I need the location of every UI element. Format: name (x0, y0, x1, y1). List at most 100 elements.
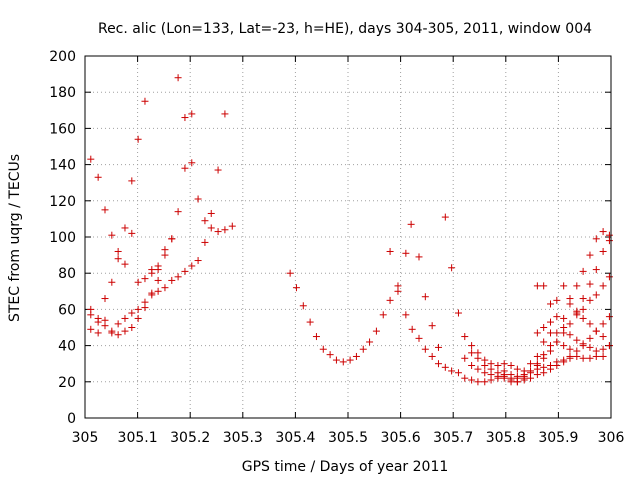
data-point (547, 318, 555, 326)
data-point (134, 135, 142, 143)
data-point (168, 235, 176, 243)
data-point (214, 228, 222, 236)
data-point (573, 282, 581, 290)
data-point (579, 354, 587, 362)
data-point (579, 267, 587, 275)
data-point (599, 247, 607, 255)
data-point (586, 320, 594, 328)
data-point (566, 345, 574, 353)
x-tick-label: 305.5 (328, 430, 368, 446)
data-point (599, 333, 607, 341)
data-point (553, 362, 561, 370)
chart-title: Rec. alic (Lon=133, Lat=-23, h=HE), days… (98, 21, 592, 37)
grid-layer (85, 56, 611, 418)
data-point (586, 343, 594, 351)
data-point (592, 235, 600, 243)
data-point (560, 358, 568, 366)
data-point (592, 327, 600, 335)
data-point (352, 352, 360, 360)
data-point (128, 324, 136, 331)
data-point (533, 329, 541, 337)
data-point (566, 331, 574, 339)
y-tick-label: 100 (49, 230, 76, 246)
points-layer (87, 74, 613, 386)
data-point (188, 262, 196, 270)
data-point (181, 114, 189, 122)
data-point (319, 345, 327, 353)
data-point (101, 295, 109, 303)
data-point (148, 266, 156, 274)
y-tick-label: 80 (58, 266, 76, 282)
data-point (474, 354, 482, 362)
data-point (326, 351, 334, 359)
data-point (407, 220, 415, 228)
data-point (434, 343, 442, 351)
data-point (507, 376, 515, 384)
data-point (468, 376, 476, 384)
data-point (101, 206, 109, 214)
data-point (168, 276, 176, 284)
data-point (359, 345, 367, 353)
x-tick-label: 306 (598, 430, 625, 446)
data-point (148, 289, 156, 297)
data-point (128, 177, 136, 185)
data-point (161, 284, 169, 292)
data-point (128, 309, 136, 317)
data-point (448, 264, 456, 272)
data-point (553, 313, 561, 321)
y-tick-label: 140 (49, 158, 76, 174)
data-point (141, 304, 149, 312)
data-point (201, 238, 209, 246)
data-point (520, 367, 528, 375)
y-tick-label: 180 (49, 85, 76, 101)
x-tick-label: 305.1 (118, 430, 158, 446)
data-point (188, 159, 196, 167)
data-point (605, 237, 613, 245)
x-tick-label: 305.8 (486, 430, 526, 446)
data-point (540, 338, 548, 346)
data-point (547, 329, 555, 337)
data-point (468, 349, 476, 357)
x-tick-label: 305.3 (223, 430, 263, 446)
data-point (94, 173, 102, 181)
data-point (201, 217, 209, 225)
x-tick-label: 305 (72, 430, 99, 446)
data-point (527, 374, 535, 382)
data-point (121, 327, 129, 335)
data-point (114, 255, 122, 263)
data-point (494, 369, 502, 377)
data-point (394, 282, 402, 290)
data-point (605, 313, 613, 321)
data-point (605, 342, 613, 350)
data-point (339, 358, 347, 366)
data-point (527, 360, 535, 368)
y-tick-label: 200 (49, 49, 76, 65)
data-point (408, 325, 416, 333)
data-point (560, 324, 568, 331)
data-point (87, 325, 95, 333)
data-point (134, 314, 142, 322)
data-point (513, 378, 521, 386)
data-point (500, 372, 508, 380)
x-tick-label: 305.2 (170, 430, 210, 446)
data-point (468, 342, 476, 350)
data-point (454, 369, 462, 377)
data-point (553, 329, 561, 337)
ticks-layer: 305 305.1 305.2 305.3 305.4 305.5 305.6 305.7 30… (49, 49, 624, 446)
y-tick-label: 20 (58, 375, 76, 391)
data-point (560, 282, 568, 290)
data-point (448, 367, 456, 375)
data-point (586, 251, 594, 259)
data-point (540, 282, 548, 290)
data-point (379, 311, 387, 319)
data-point (553, 338, 561, 346)
data-point (221, 110, 229, 118)
data-point (461, 333, 469, 341)
data-point (481, 378, 489, 386)
data-point (134, 278, 142, 286)
data-point (366, 338, 374, 346)
data-point (134, 305, 142, 313)
y-tick-label: 120 (49, 194, 76, 210)
